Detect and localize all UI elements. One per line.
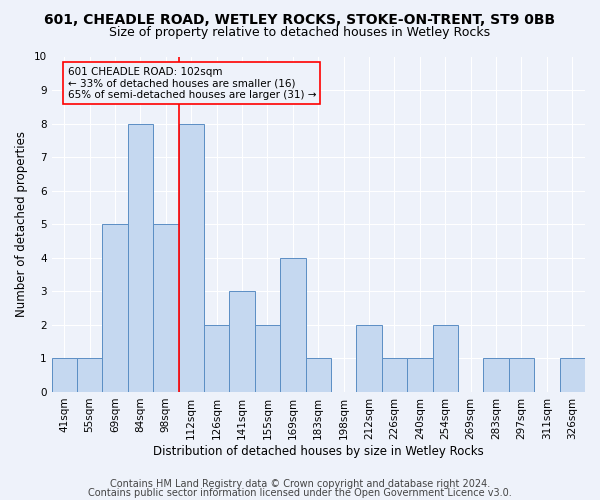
Text: 601, CHEADLE ROAD, WETLEY ROCKS, STOKE-ON-TRENT, ST9 0BB: 601, CHEADLE ROAD, WETLEY ROCKS, STOKE-O…: [44, 12, 556, 26]
Bar: [305, 358, 331, 392]
Bar: [560, 358, 585, 392]
Bar: [153, 224, 179, 392]
Text: Contains HM Land Registry data © Crown copyright and database right 2024.: Contains HM Land Registry data © Crown c…: [110, 479, 490, 489]
Bar: [128, 124, 153, 392]
Bar: [179, 124, 204, 392]
Bar: [509, 358, 534, 392]
Bar: [103, 224, 128, 392]
Bar: [433, 325, 458, 392]
Text: Size of property relative to detached houses in Wetley Rocks: Size of property relative to detached ho…: [109, 26, 491, 39]
Bar: [204, 325, 229, 392]
Bar: [407, 358, 433, 392]
Bar: [356, 325, 382, 392]
Bar: [280, 258, 305, 392]
Text: Contains public sector information licensed under the Open Government Licence v3: Contains public sector information licen…: [88, 488, 512, 498]
Bar: [229, 292, 255, 392]
X-axis label: Distribution of detached houses by size in Wetley Rocks: Distribution of detached houses by size …: [153, 444, 484, 458]
Bar: [77, 358, 103, 392]
Text: 601 CHEADLE ROAD: 102sqm
← 33% of detached houses are smaller (16)
65% of semi-d: 601 CHEADLE ROAD: 102sqm ← 33% of detach…: [68, 66, 316, 100]
Bar: [382, 358, 407, 392]
Bar: [255, 325, 280, 392]
Bar: [484, 358, 509, 392]
Y-axis label: Number of detached properties: Number of detached properties: [15, 131, 28, 317]
Bar: [52, 358, 77, 392]
